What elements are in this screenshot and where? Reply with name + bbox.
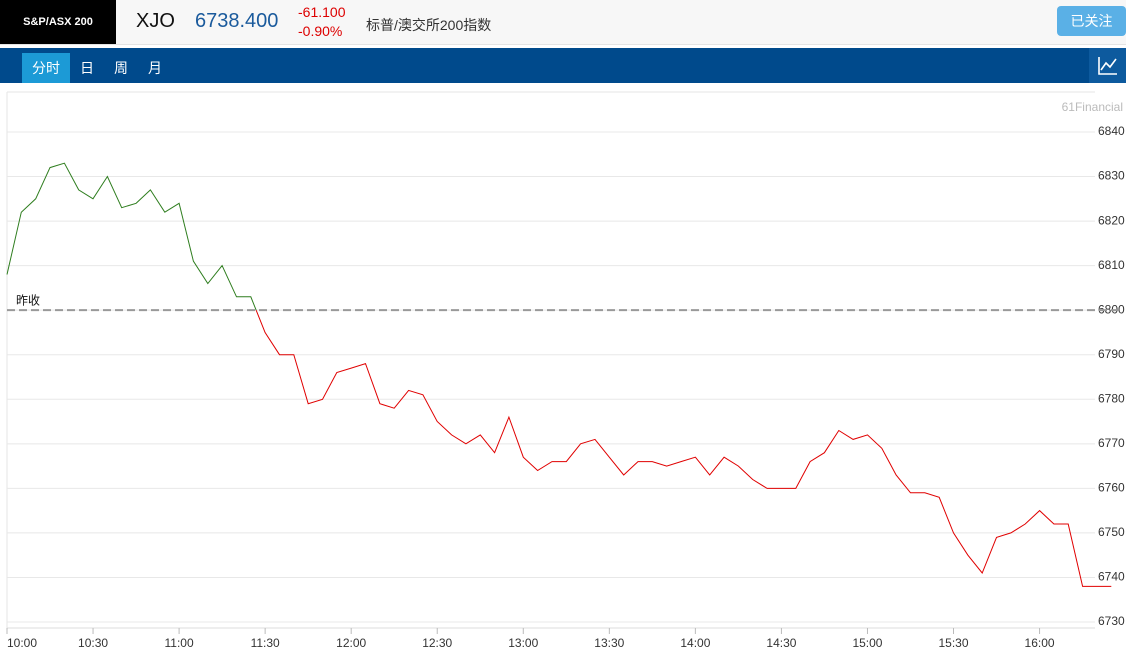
y-tick-label: 6790 (1098, 347, 1125, 361)
x-tick-label: 13:30 (594, 636, 624, 650)
x-tick-label: 12:30 (422, 636, 452, 650)
x-tick-label: 10:00 (7, 636, 37, 650)
watermark: 61Financial (1062, 100, 1123, 114)
y-tick-label: 6730 (1098, 614, 1125, 628)
change-pct: -0.90% (298, 23, 343, 39)
follow-button[interactable]: 已关注 (1057, 6, 1126, 36)
y-tick-label: 6750 (1098, 525, 1125, 539)
x-tick-label: 15:00 (852, 636, 882, 650)
description: 标普/澳交所200指数 (366, 17, 492, 33)
index-name: S&P/ASX 200 (0, 0, 116, 44)
x-tick-label: 12:00 (336, 636, 366, 650)
tab-bar: 分时 日 周 月 (0, 48, 1126, 83)
chart-icon[interactable] (1089, 48, 1126, 83)
price-line-below (255, 310, 1112, 587)
change: -61.100 (298, 4, 346, 20)
y-tick-label: 6780 (1098, 391, 1125, 405)
y-tick-label: 6740 (1098, 570, 1125, 584)
header: S&P/ASX 200 XJO 6738.400 -61.100 -0.90% … (0, 0, 1126, 45)
tab[interactable]: 周 (114, 60, 128, 76)
y-tick-label: 6820 (1098, 213, 1125, 227)
y-tick-label: 6840 (1098, 124, 1125, 138)
x-tick-label: 13:00 (508, 636, 538, 650)
x-tick-label: 10:30 (78, 636, 108, 650)
tab[interactable]: 分时 (22, 53, 70, 83)
y-tick-label: 6770 (1098, 436, 1125, 450)
x-tick-label: 11:00 (165, 636, 194, 650)
x-tick-label: 11:30 (251, 636, 280, 650)
price: 6738.400 (195, 10, 279, 32)
y-tick-label: 6830 (1098, 169, 1125, 183)
price-line-above (6, 162, 257, 311)
x-tick-label: 15:30 (938, 636, 968, 650)
tab[interactable]: 日 (80, 60, 94, 76)
x-tick-label: 14:00 (680, 636, 710, 650)
prev-close-label: 昨收 (16, 293, 40, 307)
y-tick-label: 6760 (1098, 481, 1125, 495)
y-tick-label: 6800 (1098, 302, 1125, 316)
symbol: XJO (136, 10, 175, 32)
y-tick-label: 6810 (1098, 258, 1125, 272)
tab[interactable]: 月 (148, 60, 162, 76)
x-tick-label: 16:00 (1025, 636, 1055, 650)
x-tick-label: 14:30 (766, 636, 796, 650)
